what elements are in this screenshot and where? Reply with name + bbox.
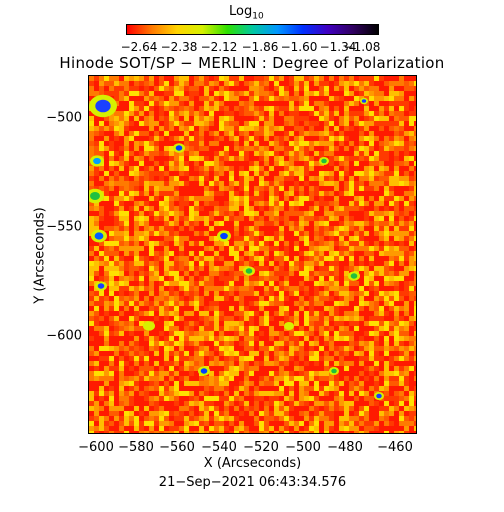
x-tick-label: −540: [201, 440, 237, 455]
plot-title: Hinode SOT/SP − MERLIN : Degree of Polar…: [59, 54, 445, 72]
colorbar-title-sub: 10: [252, 11, 264, 22]
colorbar-tick: −1.60: [280, 40, 318, 54]
y-tick-label: −600: [46, 328, 82, 344]
polarization-map: [88, 75, 417, 434]
colorbar-tick: −1.34: [319, 40, 357, 54]
x-tick-label: −520: [243, 440, 279, 455]
x-tick-label: −560: [159, 440, 195, 455]
x-tick-label: −580: [118, 440, 154, 455]
x-tick-label: −600: [78, 440, 114, 455]
y-axis-label: Y (Arcseconds): [32, 207, 48, 304]
colorbar-tick: −2.38: [160, 40, 198, 54]
colorbar: [126, 24, 379, 35]
colorbar-title: Log10: [229, 4, 264, 22]
colorbar-tick: −2.64: [120, 40, 158, 54]
colorbar-tick: −1.86: [241, 40, 279, 54]
y-tick-label: −550: [46, 219, 82, 235]
x-tick-label: −460: [377, 440, 413, 455]
x-tick-label: −500: [285, 440, 321, 455]
x-axis-label: X (Arcseconds): [203, 456, 302, 471]
y-tick-label: −500: [46, 110, 82, 126]
colorbar-title-main: Log: [229, 4, 253, 19]
observation-timestamp: 21−Sep−2021 06:43:34.576: [158, 475, 347, 490]
colorbar-tick: −1.08: [343, 40, 381, 54]
colorbar-tick: −2.12: [200, 40, 238, 54]
x-tick-label: −480: [327, 440, 363, 455]
polarization-map-image: [89, 76, 416, 433]
